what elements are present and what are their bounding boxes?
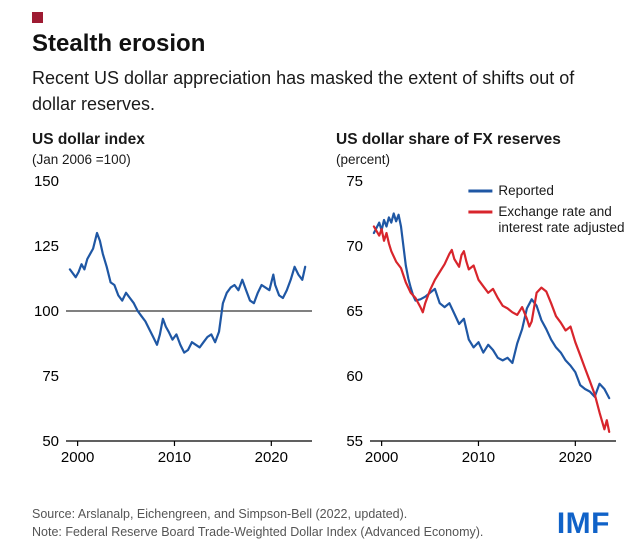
usd-share-chart-title: US dollar share of FX reserves bbox=[336, 130, 561, 148]
svg-text:2020: 2020 bbox=[559, 449, 592, 466]
figure-subtitle: Recent US dollar appreciation has masked… bbox=[32, 67, 575, 114]
svg-text:100: 100 bbox=[34, 303, 59, 320]
chart-panel-usd-index: US dollar index (Jan 2006 =100) 50 75 100 1… bbox=[32, 131, 320, 472]
svg-text:2020: 2020 bbox=[255, 449, 288, 466]
source-note: Source: Arslanalp, Eichengreen, and Simp… bbox=[32, 507, 408, 521]
svg-text:Exchange rate and: Exchange rate and bbox=[498, 204, 611, 219]
figure-footer: Source: Arslanalp, Eichengreen, and Simp… bbox=[32, 506, 483, 541]
svg-text:2000: 2000 bbox=[61, 449, 94, 466]
usd-index-chart: 50 75 100 125 150 2000 2010 2020 bbox=[34, 173, 312, 466]
usd-share-chart-units: (percent) bbox=[336, 152, 391, 168]
svg-text:Reported: Reported bbox=[498, 183, 554, 198]
chart-panel-usd-share: US dollar share of FX reserves (percent)… bbox=[336, 131, 624, 472]
imf-logo: IMF bbox=[556, 507, 610, 540]
usd-index-chart-title: US dollar index bbox=[32, 130, 145, 148]
svg-text:50: 50 bbox=[42, 433, 59, 450]
svg-text:2010: 2010 bbox=[462, 449, 495, 466]
charts-row: US dollar index (Jan 2006 =100) 50 75 100 1… bbox=[32, 131, 624, 472]
svg-text:60: 60 bbox=[346, 368, 363, 385]
svg-text:70: 70 bbox=[346, 238, 363, 255]
usd-share-chart: 55 60 65 70 75 2000 2010 2020 Reported Exchange r… bbox=[346, 173, 624, 466]
usd-index-chart-units: (Jan 2006 =100) bbox=[32, 152, 131, 168]
svg-text:interest rate adjusted: interest rate adjusted bbox=[498, 220, 624, 235]
svg-text:75: 75 bbox=[346, 173, 363, 190]
footnote: Note: Federal Reserve Board Trade-Weight… bbox=[32, 524, 484, 539]
svg-text:2010: 2010 bbox=[158, 449, 191, 466]
accent-square-icon bbox=[32, 12, 43, 23]
svg-text:55: 55 bbox=[346, 433, 363, 450]
svg-text:2000: 2000 bbox=[365, 449, 398, 466]
svg-text:150: 150 bbox=[34, 173, 59, 190]
figure-title: Stealth erosion bbox=[32, 30, 206, 57]
svg-text:125: 125 bbox=[34, 238, 59, 255]
svg-text:65: 65 bbox=[346, 303, 363, 320]
svg-text:75: 75 bbox=[42, 368, 59, 385]
